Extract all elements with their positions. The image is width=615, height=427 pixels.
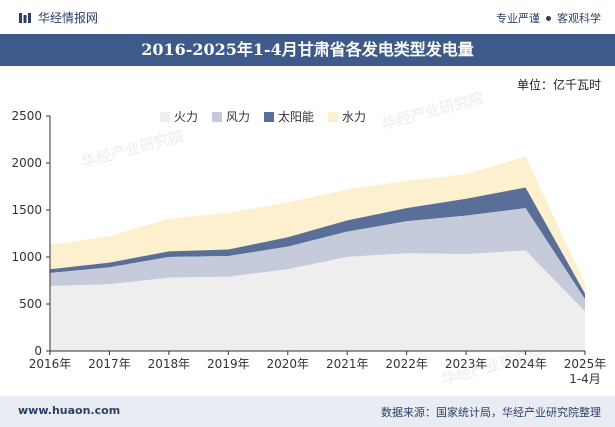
x-tick-label: 2016年 [29,357,72,371]
slogan-1: 专业严谨 [496,12,540,25]
x-tick-label: 2025年 1-4月 [564,357,607,386]
x-tick-label: 2024年 [504,357,547,371]
area-fire [50,250,585,351]
legend-label: 太阳能 [278,110,315,124]
legend-label: 风力 [226,110,251,124]
brand-logo-icon [19,12,31,23]
area-solar [50,187,585,300]
x-tick-label: 2017年 [88,357,131,371]
slogan-2: 客观科学 [557,12,601,25]
slogan: 专业严谨 客观科学 [496,10,601,26]
legend: 火力 风力 太阳能 水力 [160,108,366,125]
area-wind [50,208,585,312]
legend-swatch [328,111,339,122]
unit-label: 单位：亿千瓦时 [516,78,601,92]
legend-swatch [212,111,223,122]
footer-source: 数据来源：国家统计局，华经产业研究院整理 [381,406,601,419]
legend-item-wind[interactable]: 风力 [212,108,250,125]
brand[interactable]: 华经情报网 [18,9,98,26]
footer: www.huaon.com 数据来源：国家统计局，华经产业研究院整理 [0,396,615,427]
x-tick-label: 2021年 [326,357,369,371]
chart-svg: 0 500 1000 1500 2000 2500 2016年 2017年 2018年 2019年… [11,109,607,386]
y-tick-label: 0 [34,344,42,358]
legend-swatch [264,111,275,122]
legend-item-fire[interactable]: 火力 [160,108,198,125]
y-tick-label: 1500 [11,203,42,217]
brand-name: 华经情报网 [38,11,99,25]
y-tick-label: 2000 [11,156,42,170]
legend-item-solar[interactable]: 太阳能 [264,108,314,125]
legend-item-hydro[interactable]: 水力 [328,108,366,125]
x-tick-label: 2018年 [148,357,191,371]
footer-site[interactable]: www.huaon.com [18,404,121,417]
x-tick-label: 2019年 [207,357,250,371]
top-bar: 华经情报网 专业严谨 客观科学 [0,0,615,34]
y-tick-label: 1000 [11,250,42,264]
legend-label: 火力 [174,110,199,124]
y-tick-label: 500 [19,297,42,311]
x-tick-label: 2022年 [385,357,428,371]
legend-label: 水力 [342,110,367,124]
x-tick-label: 2020年 [267,357,310,371]
title-bar: 2016-2025年1-4月甘肃省各发电类型发电量 [0,34,615,66]
area-hydro [50,156,585,294]
chart-title: 2016-2025年1-4月甘肃省各发电类型发电量 [141,40,474,59]
legend-swatch [160,111,170,122]
y-tick-label: 2500 [11,109,42,123]
x-tick-label: 2023年 [445,357,488,371]
bullet-icon [546,15,551,21]
